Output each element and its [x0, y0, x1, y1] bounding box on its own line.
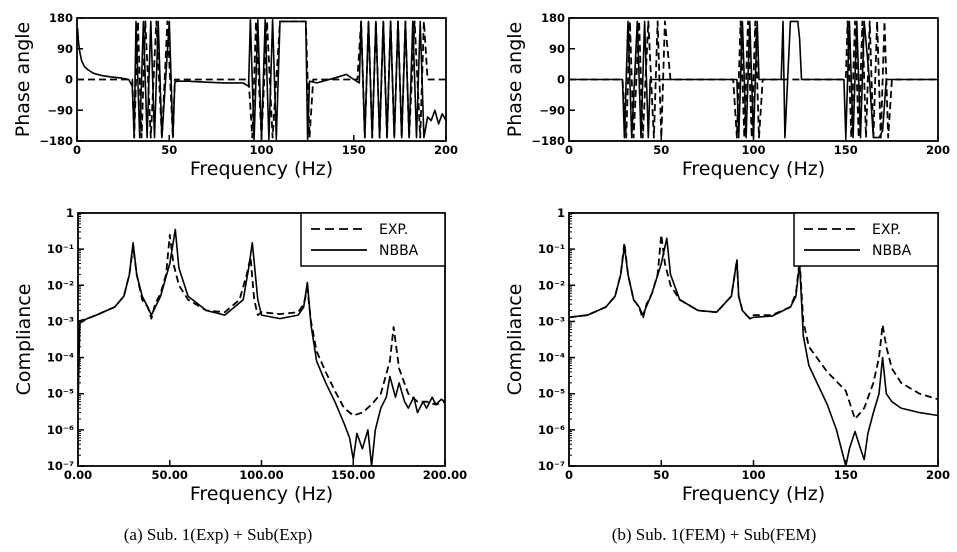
x-tick-label: 150 — [834, 143, 858, 157]
caption-a: (a) Sub. 1(Exp) + Sub(Exp) — [124, 525, 313, 544]
y-tick-label: 180 — [541, 11, 565, 25]
y-tick-label: 10⁻⁴ — [538, 351, 565, 365]
legend-label: NBBA — [872, 243, 912, 259]
y-tick-label: 1 — [557, 206, 565, 220]
y-tick-label: −180 — [39, 134, 73, 148]
x-tick-label: 0.00 — [64, 468, 92, 482]
x-tick-label: 100 — [741, 143, 765, 157]
x-tick-label: 150 — [834, 468, 858, 482]
phase-chart-a: 0 50 100 150 200 180 90 0 −90 −180 Frequency (Hz) P… — [12, 11, 458, 180]
x-tick-label: 150.00 — [331, 468, 375, 482]
x-tick-label: 200 — [434, 143, 458, 157]
y-tick-label: 10⁻² — [47, 278, 74, 292]
y-tick-label: 10⁻³ — [47, 314, 74, 328]
y-tick-label: 180 — [49, 11, 73, 25]
y-axis-title: Compliance — [504, 284, 526, 396]
series-solid-line — [78, 228, 445, 466]
x-tick-label: 150 — [342, 143, 366, 157]
x-axis-title: Frequency (Hz) — [682, 483, 825, 505]
compliance-chart-a: 0.00 50.00 100.00 150.00 200.00 1 10⁻¹ 10⁻² 10⁻³… — [13, 206, 467, 505]
x-tick-label: 0 — [565, 468, 573, 482]
y-axis-title: Compliance — [13, 284, 35, 396]
y-tick-label: 10⁻⁴ — [47, 351, 74, 365]
y-axis-title: Phase angle — [504, 22, 526, 137]
x-tick-label: 200 — [926, 468, 950, 482]
y-tick-label: −90 — [539, 103, 565, 117]
phase-chart-b: 0 50 100 150 200 180 90 0 −90 −180 Frequency (Hz) P… — [504, 11, 950, 180]
y-tick-label: 10⁻¹ — [47, 242, 74, 256]
legend: EXP. NBBA — [300, 212, 446, 267]
y-tick-label: 10⁻³ — [538, 314, 565, 328]
x-tick-label: 50.00 — [152, 468, 188, 482]
y-tick-label: 10⁻² — [538, 278, 565, 292]
y-tick-label: 10⁻⁷ — [47, 459, 74, 473]
x-tick-label: 50 — [653, 468, 669, 482]
y-tick-label: 90 — [57, 42, 73, 56]
y-tick-label: 10⁻⁵ — [47, 387, 74, 401]
y-tick-label: 10⁻⁷ — [538, 459, 565, 473]
legend-label: EXP. — [379, 222, 408, 238]
y-tick-label: 10⁻⁵ — [538, 387, 565, 401]
y-tick-label: 90 — [549, 42, 565, 56]
y-axis-title: Phase angle — [12, 22, 34, 137]
x-axis-title: Frequency (Hz) — [190, 483, 333, 505]
legend-label: NBBA — [379, 243, 419, 259]
x-tick-label: 200 — [926, 143, 950, 157]
y-tick-label: −180 — [531, 134, 565, 148]
x-axis-title: Frequency (Hz) — [190, 158, 333, 180]
y-tick-label: 0 — [557, 73, 565, 87]
legend: EXP. NBBA — [793, 212, 939, 267]
x-tick-label: 200.00 — [423, 468, 467, 482]
y-tick-label: −90 — [47, 103, 73, 117]
y-tick-label: 1 — [66, 206, 74, 220]
series-dashed-line — [78, 233, 445, 417]
legend-label: EXP. — [872, 222, 901, 238]
x-tick-label: 0 — [565, 143, 573, 157]
x-tick-label: 100.00 — [239, 468, 283, 482]
y-tick-label: 10⁻⁶ — [47, 423, 74, 437]
x-tick-label: 0 — [73, 143, 81, 157]
x-tick-label: 50 — [161, 143, 177, 157]
x-tick-label: 100 — [741, 468, 765, 482]
x-axis-title: Frequency (Hz) — [682, 158, 825, 180]
caption-b: (b) Sub. 1(FEM) + Sub(FEM) — [612, 525, 817, 544]
series-solid-line — [569, 237, 938, 466]
compliance-chart-b: 0 50 100 150 200 1 10⁻¹ 10⁻² 10⁻³ 10⁻⁴ 10⁻⁵ 10⁻⁶ 10⁻… — [504, 206, 950, 505]
y-tick-label: 0 — [65, 73, 73, 87]
x-tick-label: 50 — [653, 143, 669, 157]
y-tick-label: 10⁻¹ — [538, 242, 565, 256]
series-solid-line — [569, 20, 938, 139]
series-solid-line — [77, 18, 446, 141]
y-tick-label: 10⁻⁶ — [538, 423, 565, 437]
x-tick-label: 100 — [249, 143, 273, 157]
